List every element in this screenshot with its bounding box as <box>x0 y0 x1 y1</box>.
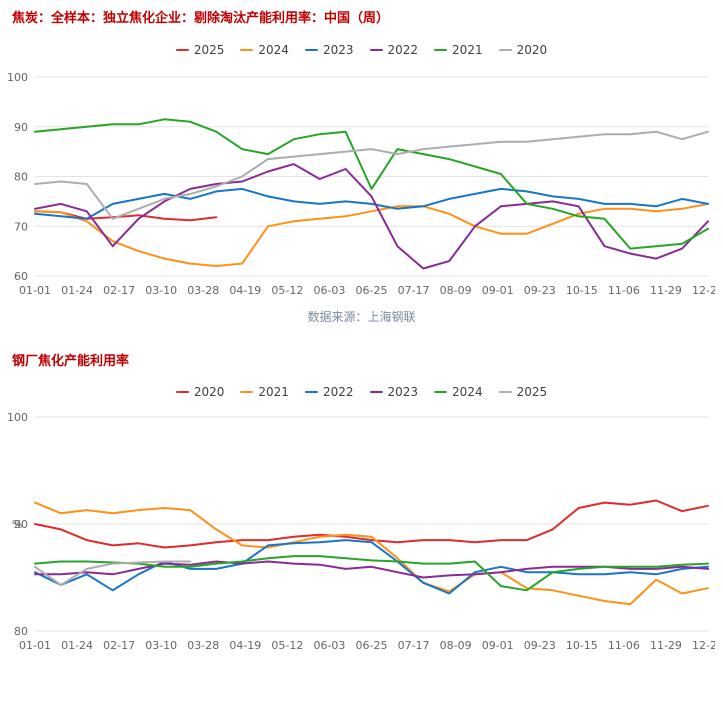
x-tick-label: 03-28 <box>187 639 219 652</box>
x-tick-label: 06-03 <box>313 639 345 652</box>
legend-marker <box>498 391 512 394</box>
series-line-2024 <box>34 202 709 267</box>
legend-item-2024[interactable]: 2024 <box>434 385 483 399</box>
legend-label: 2024 <box>452 385 483 400</box>
legend-item-2020[interactable]: 2020 <box>175 385 225 400</box>
legend-label: 2021 <box>258 385 289 400</box>
x-tick-label: 05-12 <box>271 639 303 652</box>
series-line-2020 <box>34 499 709 549</box>
legend-marker <box>304 48 318 51</box>
legend-item-2025[interactable]: 2025 <box>175 42 225 57</box>
x-tick-label: 12-22 <box>692 639 715 652</box>
series-line-2024 <box>34 555 709 592</box>
x-tick-label: 03-28 <box>187 284 219 297</box>
x-tick-label: 06-03 <box>313 284 345 297</box>
y-tick-label: 100 <box>8 411 28 424</box>
x-tick-label: 10-15 <box>566 639 598 652</box>
data-source-note: 数据来源：上海钢联 <box>307 309 416 324</box>
y-tick-label: 100 <box>8 71 28 84</box>
legend-label: 2020 <box>193 385 225 400</box>
legend-item-2021[interactable]: 2021 <box>240 385 289 399</box>
x-tick-label: 05-12 <box>271 284 303 297</box>
x-tick-label: 07-17 <box>398 284 430 297</box>
legend-label: 2021 <box>452 42 483 57</box>
chart-title-independent-coking: 焦炭：全样本：独立焦化企业：剔除淘汰产能利用率：中国（周） <box>12 11 390 26</box>
legend-marker <box>240 391 254 394</box>
x-tick-label: 09-23 <box>524 639 556 652</box>
legend-marker <box>304 391 318 394</box>
legend-steel-mill-coking: 2020 2021 2022 2023 2024 2025 <box>8 385 715 399</box>
legend-marker <box>369 391 383 394</box>
legend-item-2024[interactable]: 2024 <box>240 43 289 57</box>
legend-label: 2025 <box>193 42 225 57</box>
legend-item-2021[interactable]: 2021 <box>434 43 483 57</box>
series-line-2020 <box>34 130 709 220</box>
legend-marker <box>369 48 383 51</box>
x-tick-label: 01-24 <box>61 639 93 652</box>
x-tick-label: 09-01 <box>482 639 514 652</box>
y-axis-unit-label: % <box>12 518 22 531</box>
y-tick-label: 90 <box>14 518 28 531</box>
legend-marker <box>175 391 189 394</box>
series-line-2022 <box>34 162 709 270</box>
legend-label: 2022 <box>322 385 354 400</box>
legend-independent-coking: 2025 2024 2023 2022 2021 2020 <box>8 43 715 57</box>
y-tick-label: 80 <box>14 625 28 638</box>
line-chart-steel-mill-coking: 80 90 100 01-01 01-24 02-17 03-10 03-28 04-19 05-… <box>8 411 715 652</box>
legend-label: 2023 <box>322 42 354 57</box>
x-tick-label: 09-23 <box>524 284 556 297</box>
legend-marker <box>240 48 254 51</box>
legend-label: 2020 <box>516 42 548 57</box>
series-line-2025 <box>34 560 192 587</box>
x-tick-label: 06-25 <box>356 284 388 297</box>
y-tick-label: 60 <box>14 270 28 283</box>
series-line-2021 <box>34 117 709 250</box>
legend-item-2022[interactable]: 2022 <box>369 42 419 57</box>
legend-label: 2025 <box>516 385 548 400</box>
chart-block-steel-mill-coking: 钢厂焦化产能利用率 2020 2021 2022 2023 2024 2025 80 90 1… <box>8 353 715 662</box>
legend-item-2020[interactable]: 2020 <box>498 42 548 57</box>
series-line-2022 <box>34 539 709 595</box>
x-tick-label: 02-17 <box>103 284 135 297</box>
y-tick-label: 70 <box>14 220 28 233</box>
legend-label: 2023 <box>387 385 419 400</box>
x-tick-label: 11-29 <box>650 284 682 297</box>
chart-title-steel-mill-coking: 钢厂焦化产能利用率 <box>12 353 130 369</box>
x-tick-label: 04-19 <box>229 284 261 297</box>
x-tick-label: 11-29 <box>650 639 682 652</box>
legend-item-2025[interactable]: 2025 <box>498 385 548 400</box>
x-tick-label: 02-17 <box>103 639 135 652</box>
x-tick-label: 01-01 <box>19 639 51 652</box>
x-tick-label: 09-01 <box>482 284 514 297</box>
x-tick-label: 08-09 <box>440 639 472 652</box>
legend-marker <box>434 391 448 394</box>
x-tick-label: 11-06 <box>608 639 640 652</box>
legend-marker <box>434 48 448 51</box>
x-tick-label: 10-15 <box>566 284 598 297</box>
line-chart-independent-coking: 60 70 80 90 100 01-01 01-24 02-17 03-10 03-28 04-1… <box>8 71 715 297</box>
x-tick-label: 04-19 <box>229 639 261 652</box>
legend-marker <box>175 48 189 51</box>
x-tick-label: 01-01 <box>19 284 51 297</box>
legend-item-2023[interactable]: 2023 <box>369 385 419 400</box>
x-tick-label: 01-24 <box>61 284 93 297</box>
x-tick-label: 11-06 <box>608 284 640 297</box>
x-tick-label: 08-09 <box>440 284 472 297</box>
legend-label: 2022 <box>387 42 419 57</box>
chart-block-independent-coking: 焦炭：全样本：独立焦化企业：剔除淘汰产能利用率：中国（周） 2025 2024 20… <box>8 10 715 325</box>
x-tick-label: 03-10 <box>145 284 177 297</box>
series-line-2021 <box>34 501 709 606</box>
y-tick-label: 90 <box>14 120 28 133</box>
x-tick-label: 07-17 <box>398 639 430 652</box>
legend-item-2022[interactable]: 2022 <box>304 385 354 400</box>
y-tick-label: 80 <box>14 170 28 183</box>
x-tick-label: 03-10 <box>145 639 177 652</box>
legend-label: 2024 <box>258 42 289 57</box>
series-line-2023 <box>34 187 709 220</box>
legend-item-2023[interactable]: 2023 <box>304 42 354 57</box>
x-tick-label: 06-25 <box>356 639 388 652</box>
x-tick-label: 12-22 <box>692 284 715 297</box>
legend-marker <box>498 48 512 51</box>
